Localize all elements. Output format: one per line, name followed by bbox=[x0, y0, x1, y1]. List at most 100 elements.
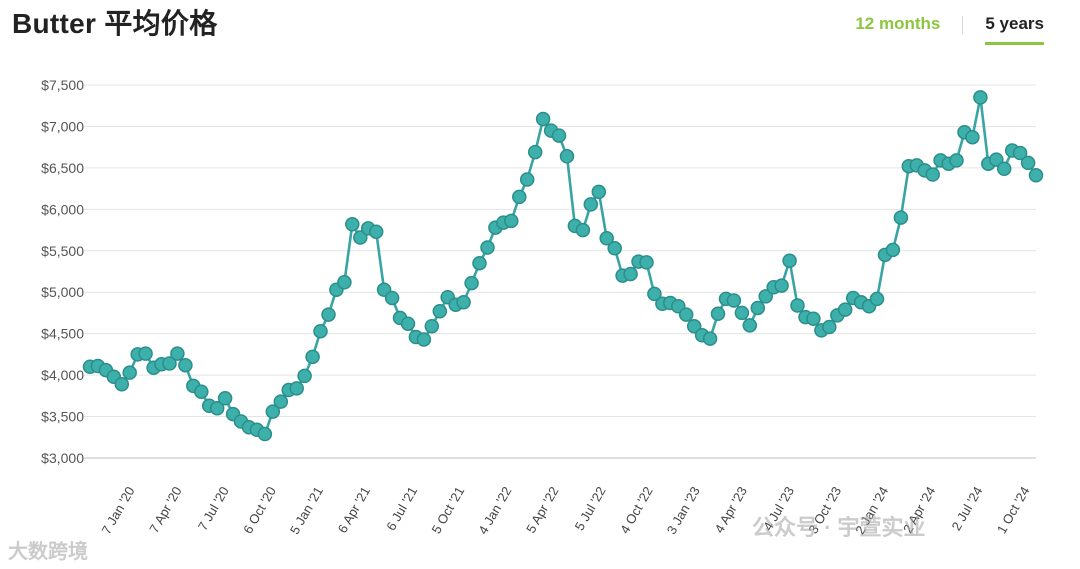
data-point[interactable] bbox=[774, 278, 789, 293]
data-point[interactable] bbox=[257, 426, 273, 442]
data-point[interactable] bbox=[837, 302, 853, 317]
x-tick-label: 6 Oct '20 bbox=[240, 484, 279, 536]
x-tick-label: 6 Apr '21 bbox=[335, 484, 373, 536]
data-point[interactable] bbox=[782, 253, 797, 268]
data-point[interactable] bbox=[702, 331, 718, 346]
data-point[interactable] bbox=[273, 394, 289, 409]
y-tick-label: $6,500 bbox=[41, 160, 84, 176]
data-point[interactable] bbox=[973, 90, 988, 105]
tab-12-months[interactable]: 12 months bbox=[855, 14, 941, 33]
data-point[interactable] bbox=[559, 149, 575, 164]
y-tick-label: $5,500 bbox=[41, 243, 84, 259]
data-point[interactable] bbox=[535, 111, 551, 127]
data-point[interactable] bbox=[996, 161, 1012, 176]
series-line bbox=[89, 96, 1038, 436]
data-point[interactable] bbox=[885, 242, 901, 258]
data-point[interactable] bbox=[678, 307, 694, 322]
x-tick-label: 5 Apr '22 bbox=[523, 484, 561, 536]
data-point[interactable] bbox=[639, 255, 654, 270]
data-point[interactable] bbox=[869, 291, 885, 307]
data-point[interactable] bbox=[400, 316, 416, 331]
data-point[interactable] bbox=[551, 128, 567, 143]
data-point[interactable] bbox=[1012, 145, 1028, 161]
tab-divider bbox=[962, 16, 964, 34]
data-point[interactable] bbox=[480, 240, 495, 255]
data-point[interactable] bbox=[647, 286, 662, 302]
data-point[interactable] bbox=[1020, 155, 1036, 171]
data-point[interactable] bbox=[162, 356, 177, 371]
data-point[interactable] bbox=[345, 217, 360, 232]
data-point[interactable] bbox=[265, 404, 281, 419]
data-point[interactable] bbox=[178, 357, 193, 373]
y-tick-label: $7,000 bbox=[41, 118, 84, 134]
data-point[interactable] bbox=[965, 129, 980, 145]
data-point[interactable] bbox=[321, 307, 336, 322]
data-point[interactable] bbox=[289, 381, 304, 396]
data-point[interactable] bbox=[368, 224, 384, 239]
data-point[interactable] bbox=[527, 144, 543, 160]
x-tick-label: 5 Jan '21 bbox=[287, 484, 326, 537]
data-point[interactable] bbox=[305, 349, 320, 365]
data-point[interactable] bbox=[217, 391, 233, 406]
data-point[interactable] bbox=[925, 167, 940, 182]
data-point[interactable] bbox=[432, 304, 448, 319]
chart-title: Butter 平均价格 bbox=[12, 8, 218, 39]
data-point[interactable] bbox=[138, 346, 153, 361]
data-point[interactable] bbox=[790, 298, 805, 313]
x-tick-label: 7 Jan '20 bbox=[98, 484, 137, 537]
data-point[interactable] bbox=[750, 300, 766, 316]
y-tick-label: $6,000 bbox=[41, 201, 84, 217]
data-point[interactable] bbox=[194, 384, 209, 399]
data-point[interactable] bbox=[114, 376, 130, 392]
y-tick-label: $5,000 bbox=[41, 284, 84, 300]
gridlines bbox=[84, 84, 1036, 459]
x-tick-label: 7 Jul '20 bbox=[195, 484, 232, 533]
data-point[interactable] bbox=[297, 368, 312, 384]
data-point[interactable] bbox=[472, 255, 487, 271]
data-points bbox=[82, 90, 1044, 442]
data-point[interactable] bbox=[122, 365, 137, 380]
data-point[interactable] bbox=[313, 323, 328, 339]
data-point[interactable] bbox=[726, 293, 742, 308]
data-point[interactable] bbox=[575, 222, 591, 238]
data-point[interactable] bbox=[710, 306, 726, 322]
data-point[interactable] bbox=[519, 172, 535, 187]
data-point[interactable] bbox=[337, 275, 352, 290]
data-point[interactable] bbox=[893, 210, 909, 225]
data-point[interactable] bbox=[591, 184, 607, 200]
data-point[interactable] bbox=[758, 289, 773, 304]
data-point[interactable] bbox=[1028, 168, 1044, 183]
time-range-tabs: 12 months 5 years bbox=[855, 14, 1044, 45]
data-point[interactable] bbox=[686, 318, 702, 334]
data-point[interactable] bbox=[464, 275, 479, 291]
data-point[interactable] bbox=[384, 290, 400, 306]
data-point[interactable] bbox=[456, 294, 471, 310]
tab-5-years[interactable]: 5 years bbox=[985, 14, 1044, 45]
data-point[interactable] bbox=[512, 189, 527, 205]
data-point[interactable] bbox=[989, 152, 1004, 167]
x-tick-label: 3 Jan '23 bbox=[664, 484, 703, 537]
data-point[interactable] bbox=[822, 319, 837, 335]
y-tick-label: $3,500 bbox=[41, 409, 84, 425]
data-point[interactable] bbox=[599, 231, 614, 246]
data-point[interactable] bbox=[949, 153, 964, 168]
y-tick-label: $7,500 bbox=[41, 77, 84, 93]
data-point[interactable] bbox=[742, 318, 758, 333]
data-point[interactable] bbox=[170, 346, 185, 361]
x-tick-label: 5 Jul '22 bbox=[572, 484, 609, 533]
y-tick-label: $4,000 bbox=[41, 367, 84, 383]
data-point[interactable] bbox=[623, 266, 638, 282]
y-tick-label: $3,000 bbox=[41, 450, 84, 466]
data-point[interactable] bbox=[734, 305, 750, 321]
data-point[interactable] bbox=[209, 401, 225, 416]
data-point[interactable] bbox=[583, 197, 599, 212]
data-point[interactable] bbox=[806, 311, 821, 326]
data-point[interactable] bbox=[416, 332, 432, 347]
data-point[interactable] bbox=[424, 318, 440, 334]
data-point[interactable] bbox=[353, 230, 368, 245]
data-point[interactable] bbox=[504, 213, 519, 229]
watermark-right: 公众号 · 宇萱实业 bbox=[752, 515, 926, 540]
data-point[interactable] bbox=[607, 241, 622, 256]
y-tick-label: $4,500 bbox=[41, 326, 84, 342]
